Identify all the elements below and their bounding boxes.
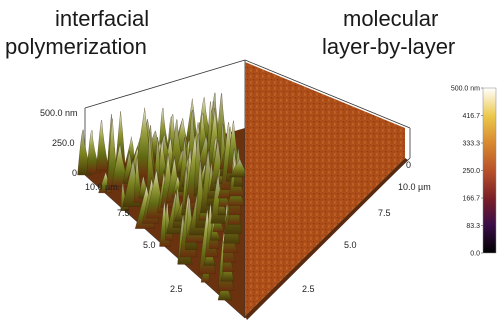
colorbar-ticks: 500.0 nm 416.7 333.3 250.0 166.7 83.3 0.0	[451, 86, 483, 258]
left-z-tick-0: 0	[72, 168, 77, 178]
right-depth-tick-7.5: 7.5	[378, 208, 391, 218]
right-title-line1: molecular	[343, 6, 439, 31]
left-depth-tick-2.5: 2.5	[170, 284, 183, 294]
right-flat-surface	[245, 62, 405, 316]
left-z-tick-500: 500.0 nm	[40, 108, 78, 118]
colorbar-tick-label: 416.7	[462, 113, 480, 120]
left-depth-tick-7.5: 7.5	[117, 208, 130, 218]
right-depth-tick-10: 10.0 µm	[398, 182, 431, 192]
left-z-tick-250: 250.0	[52, 138, 75, 148]
left-title-line2: polymerization	[5, 34, 147, 59]
right-title-line2: layer-by-layer	[322, 34, 456, 59]
right-depth-tick-5: 5.0	[344, 240, 357, 250]
right-flat-surface-edge	[245, 158, 408, 320]
right-depth-tick-2.5: 2.5	[302, 284, 315, 294]
colorbar	[482, 87, 497, 254]
colorbar-tick-label: 83.3	[466, 223, 480, 230]
colorbar-tick-label: 0.0	[470, 251, 480, 258]
surface-spike	[96, 119, 110, 171]
left-depth-tick-5: 5.0	[143, 240, 156, 250]
left-rough-surface	[77, 92, 250, 301]
left-title-line1: interfacial	[55, 6, 150, 31]
colorbar-tick-label: 166.7	[462, 196, 480, 203]
colorbar-tick-label: 500.0 nm	[451, 86, 480, 93]
colorbar-tick-label: 250.0	[462, 168, 480, 175]
colorbar-tick-label: 333.3	[462, 141, 480, 148]
left-depth-tick-10: 10.0 µm	[85, 182, 118, 192]
right-z-tick-0: 0	[406, 160, 411, 170]
